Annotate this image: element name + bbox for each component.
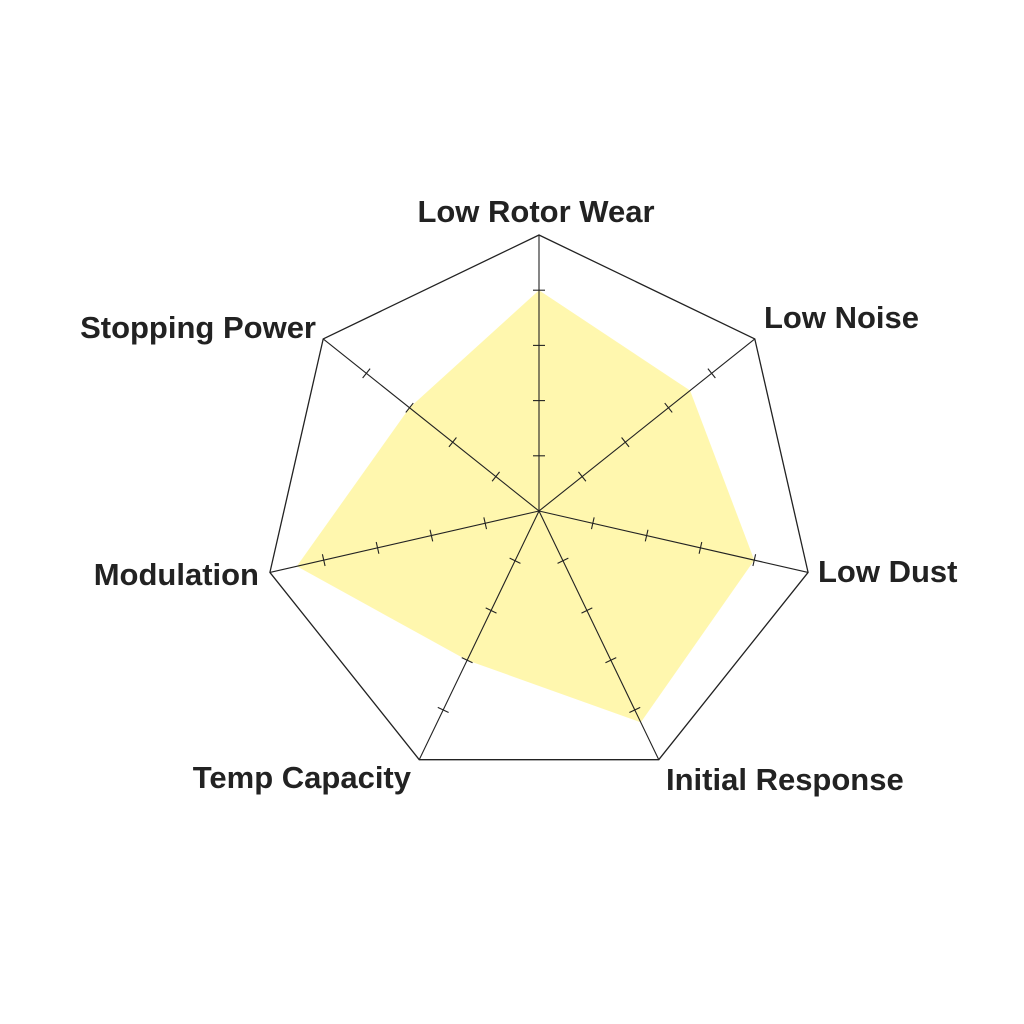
axis-spoke — [269, 510, 540, 573]
axis-label: Low Rotor Wear — [417, 194, 654, 229]
axis-tick — [752, 554, 757, 567]
axis-tick — [437, 706, 449, 714]
axis-tick — [698, 541, 703, 554]
axis-tick — [509, 557, 521, 564]
axis-spoke — [418, 510, 540, 760]
axis-spoke — [322, 338, 540, 512]
axis-tick — [664, 402, 673, 413]
axis-tick — [581, 607, 593, 614]
axis-tick — [644, 529, 649, 542]
axis-tick — [362, 368, 371, 379]
axis-tick — [605, 657, 617, 664]
axis-tick — [491, 471, 501, 482]
axis-tick — [429, 529, 434, 542]
axis-tick — [448, 437, 457, 448]
axis-label: Temp Capacity — [193, 760, 412, 795]
axis-label: Low Dust — [818, 554, 958, 589]
series-area — [296, 290, 755, 723]
axis-tick — [485, 607, 497, 614]
axis-tick — [621, 437, 630, 448]
axis-tick — [375, 541, 380, 554]
axis-tick — [557, 557, 569, 564]
axis-label: Low Noise — [764, 300, 919, 335]
axis-tick — [629, 706, 641, 714]
axis-tick — [707, 368, 716, 379]
axis-tick — [483, 517, 488, 530]
axis-spoke — [538, 338, 756, 512]
axis-tick — [577, 471, 587, 482]
axis-label: Stopping Power — [80, 310, 316, 345]
axis-tick — [405, 402, 414, 413]
axis-label: Modulation — [94, 557, 259, 592]
axis-tick — [321, 554, 326, 567]
axis-tick — [461, 657, 473, 664]
axis-spoke — [538, 510, 809, 573]
axis-label: Initial Response — [666, 762, 904, 797]
outer-frame — [269, 234, 809, 761]
axis-tick — [590, 517, 595, 530]
axis-spoke — [538, 510, 660, 760]
